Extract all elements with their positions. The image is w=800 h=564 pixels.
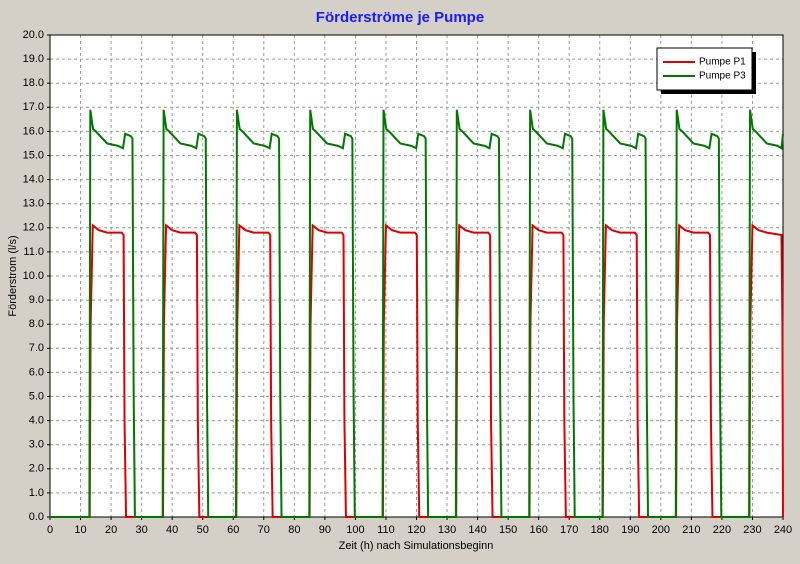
series-line bbox=[50, 109, 784, 518]
y-tick-label: 15.0 bbox=[23, 149, 44, 161]
y-tick-label: 10.0 bbox=[23, 270, 44, 282]
y-tick-label: 9.0 bbox=[29, 294, 44, 306]
y-tick-label: 19.0 bbox=[23, 53, 44, 65]
x-tick-label: 40 bbox=[166, 524, 178, 536]
legend-label: Pumpe P3 bbox=[699, 71, 746, 82]
y-tick-label: 11.0 bbox=[23, 246, 44, 258]
y-tick-label: 17.0 bbox=[23, 101, 44, 113]
y-tick-label: 6.0 bbox=[29, 366, 44, 378]
x-tick-label: 220 bbox=[713, 524, 731, 536]
x-tick-label: 120 bbox=[407, 524, 425, 536]
y-tick-label: 3.0 bbox=[29, 439, 44, 451]
x-tick-label: 50 bbox=[197, 524, 209, 536]
x-tick-label: 230 bbox=[743, 524, 761, 536]
x-tick-label: 10 bbox=[74, 524, 86, 536]
x-tick-label: 80 bbox=[288, 524, 300, 536]
x-tick-label: 180 bbox=[591, 524, 609, 536]
x-tick-label: 90 bbox=[319, 524, 331, 536]
x-tick-label: 210 bbox=[682, 524, 700, 536]
x-tick-label: 30 bbox=[136, 524, 148, 536]
y-tick-label: 1.0 bbox=[29, 487, 44, 499]
y-tick-label: 7.0 bbox=[29, 342, 44, 354]
y-tick-label: 8.0 bbox=[29, 318, 44, 330]
y-tick-label: 13.0 bbox=[23, 198, 44, 210]
y-axis-label: Förderstrom (l/s) bbox=[7, 235, 19, 316]
chart-title: Förderströme je Pumpe bbox=[316, 9, 484, 26]
x-tick-label: 70 bbox=[258, 524, 270, 536]
legend-box bbox=[656, 47, 753, 91]
x-tick-label: 150 bbox=[499, 524, 517, 536]
x-tick-label: 140 bbox=[468, 524, 486, 536]
x-axis-label: Zeit (h) nach Simulationsbeginn bbox=[339, 540, 494, 552]
x-tick-label: 110 bbox=[377, 524, 395, 536]
x-tick-label: 190 bbox=[621, 524, 639, 536]
y-tick-label: 18.0 bbox=[23, 77, 44, 89]
x-tick-label: 160 bbox=[529, 524, 547, 536]
y-tick-label: 12.0 bbox=[23, 222, 44, 234]
series-line bbox=[50, 223, 784, 518]
plot-border bbox=[49, 34, 784, 518]
x-tick-label: 20 bbox=[105, 524, 117, 536]
x-tick-label: 0 bbox=[47, 524, 53, 536]
x-tick-label: 200 bbox=[652, 524, 670, 536]
x-tick-label: 60 bbox=[227, 524, 239, 536]
x-tick-label: 130 bbox=[438, 524, 456, 536]
x-tick-label: 170 bbox=[560, 524, 578, 536]
x-tick-label: 100 bbox=[346, 524, 364, 536]
y-tick-label: 2.0 bbox=[29, 463, 44, 475]
x-tick-label: 240 bbox=[774, 524, 792, 536]
legend-label: Pumpe P1 bbox=[699, 57, 746, 68]
y-tick-label: 5.0 bbox=[29, 390, 44, 402]
y-tick-label: 14.0 bbox=[23, 174, 44, 186]
y-tick-label: 16.0 bbox=[23, 125, 44, 137]
y-tick-label: 4.0 bbox=[29, 415, 44, 427]
y-tick-label: 20.0 bbox=[23, 29, 44, 41]
y-tick-label: 0.0 bbox=[29, 511, 44, 523]
